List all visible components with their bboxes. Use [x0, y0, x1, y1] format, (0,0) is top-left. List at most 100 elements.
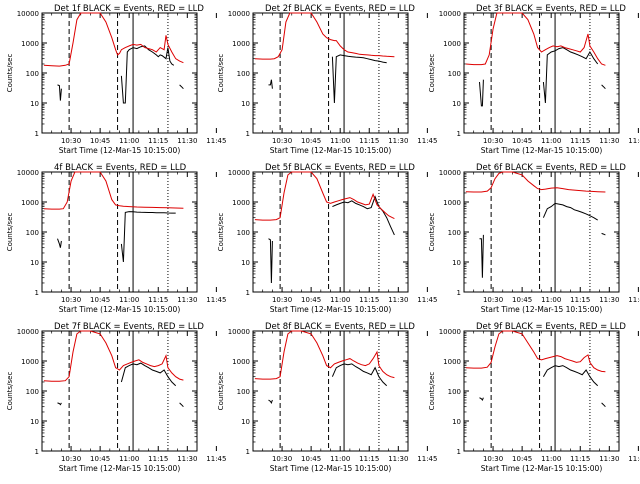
x-tick-label: 11:15	[359, 455, 379, 463]
x-axis-label: Start Time (12-Mar-15 10:15:00)	[59, 305, 181, 314]
y-tick-label: 1	[246, 448, 250, 456]
x-tick-label: 11:45	[628, 137, 640, 145]
x-tick-label: 10:45	[90, 137, 110, 145]
plot-frame	[252, 12, 409, 134]
events-series-line	[57, 238, 62, 248]
y-tick-label: 100	[448, 388, 461, 396]
x-tick-label: 11:00	[119, 137, 139, 145]
y-axis-label: Counts/sec	[217, 213, 225, 252]
y-tick-label: 1000	[21, 40, 39, 48]
x-axis-label: Start Time (12-Mar-15 10:15:00)	[481, 305, 603, 314]
events-series-line	[542, 47, 599, 104]
plot-frame	[463, 12, 620, 134]
y-tick-label: 100	[237, 388, 250, 396]
x-tick-label: 11:30	[177, 296, 197, 304]
y-tick-label: 100	[448, 229, 461, 237]
x-axis-label: Start Time (12-Mar-15 10:15:00)	[270, 464, 392, 473]
lld-series-line	[43, 330, 184, 382]
plot-frame	[463, 330, 620, 452]
events-series-line	[479, 79, 484, 107]
lld-series-line	[43, 171, 184, 210]
y-tick-label: 1	[246, 289, 250, 297]
events-series-line	[179, 84, 184, 90]
x-tick-label: 11:00	[541, 137, 561, 145]
x-tick-label: 11:45	[628, 296, 640, 304]
y-tick-label: 10000	[439, 169, 461, 177]
y-tick-label: 10	[452, 259, 461, 267]
events-series-line	[57, 402, 62, 406]
x-tick-label: 10:30	[272, 296, 292, 304]
x-tick-label: 11:00	[330, 296, 350, 304]
lld-series-line	[254, 330, 395, 380]
x-tick-label: 10:45	[512, 296, 532, 304]
plot-title: 4f BLACK = Events, RED = LLD	[54, 163, 187, 173]
y-tick-label: 10000	[439, 328, 461, 336]
plot-title: Det 9f BLACK = Events, RED = LLD	[476, 322, 626, 332]
x-tick-label: 11:15	[148, 137, 168, 145]
y-tick-label: 1000	[443, 40, 461, 48]
x-tick-label: 11:30	[177, 137, 197, 145]
x-tick-label: 11:00	[541, 455, 561, 463]
y-tick-label: 1	[457, 130, 461, 138]
events-series-line	[332, 195, 395, 236]
x-axis-label: Start Time (12-Mar-15 10:15:00)	[59, 464, 181, 473]
x-tick-label: 11:15	[570, 455, 590, 463]
events-series-line	[331, 363, 388, 387]
events-series-line	[268, 238, 273, 284]
lld-series-line	[254, 12, 395, 60]
x-tick-label: 10:30	[272, 137, 292, 145]
y-tick-label: 10	[30, 259, 39, 267]
x-tick-label: 11:15	[148, 455, 168, 463]
x-tick-label: 11:45	[206, 137, 226, 145]
x-tick-label: 11:45	[628, 455, 640, 463]
x-tick-label: 10:45	[301, 455, 321, 463]
plot-frame	[252, 330, 409, 452]
y-tick-label: 10	[452, 418, 461, 426]
x-tick-label: 11:30	[599, 455, 619, 463]
events-series-line	[601, 84, 606, 90]
x-tick-label: 10:30	[61, 296, 81, 304]
plot-title: Det 7f BLACK = Events, RED = LLD	[54, 322, 204, 332]
y-tick-label: 1000	[443, 199, 461, 207]
y-tick-label: 1000	[232, 40, 250, 48]
y-axis-label: Counts/sec	[6, 54, 14, 93]
y-tick-label: 1000	[232, 358, 250, 366]
x-tick-label: 11:30	[599, 137, 619, 145]
x-tick-label: 11:30	[599, 296, 619, 304]
y-tick-label: 10	[241, 418, 250, 426]
y-tick-label: 10000	[228, 169, 250, 177]
y-tick-label: 100	[448, 70, 461, 78]
x-tick-label: 10:45	[512, 455, 532, 463]
events-series-line	[120, 211, 176, 263]
x-axis-label: Start Time (12-Mar-15 10:15:00)	[481, 146, 603, 155]
y-tick-label: 10	[452, 100, 461, 108]
x-tick-label: 11:45	[417, 455, 437, 463]
plot-title: Det 8f BLACK = Events, RED = LLD	[265, 322, 415, 332]
events-series-line	[179, 402, 184, 408]
x-tick-label: 11:45	[206, 296, 226, 304]
y-axis-label: Counts/sec	[428, 372, 436, 411]
x-tick-label: 10:30	[61, 455, 81, 463]
y-tick-label: 10000	[17, 328, 39, 336]
y-axis-label: Counts/sec	[6, 372, 14, 411]
y-tick-label: 1	[457, 448, 461, 456]
y-tick-label: 10	[30, 418, 39, 426]
y-tick-label: 10000	[228, 328, 250, 336]
x-axis-label: Start Time (12-Mar-15 10:15:00)	[481, 464, 603, 473]
y-tick-label: 1	[35, 289, 39, 297]
plot-frame	[41, 330, 198, 452]
y-axis-label: Counts/sec	[217, 372, 225, 411]
lld-series-line	[43, 12, 184, 67]
y-axis-label: Counts/sec	[217, 54, 225, 93]
plot-title: Det 1f BLACK = Events, RED = LLD	[54, 4, 204, 14]
x-tick-label: 10:45	[301, 296, 321, 304]
x-tick-label: 11:15	[359, 296, 379, 304]
y-tick-label: 10	[241, 100, 250, 108]
y-tick-label: 100	[26, 229, 39, 237]
y-tick-label: 100	[237, 229, 250, 237]
events-series-line	[57, 84, 62, 101]
x-tick-label: 11:15	[148, 296, 168, 304]
x-tick-label: 11:30	[388, 455, 408, 463]
y-tick-label: 1000	[21, 199, 39, 207]
